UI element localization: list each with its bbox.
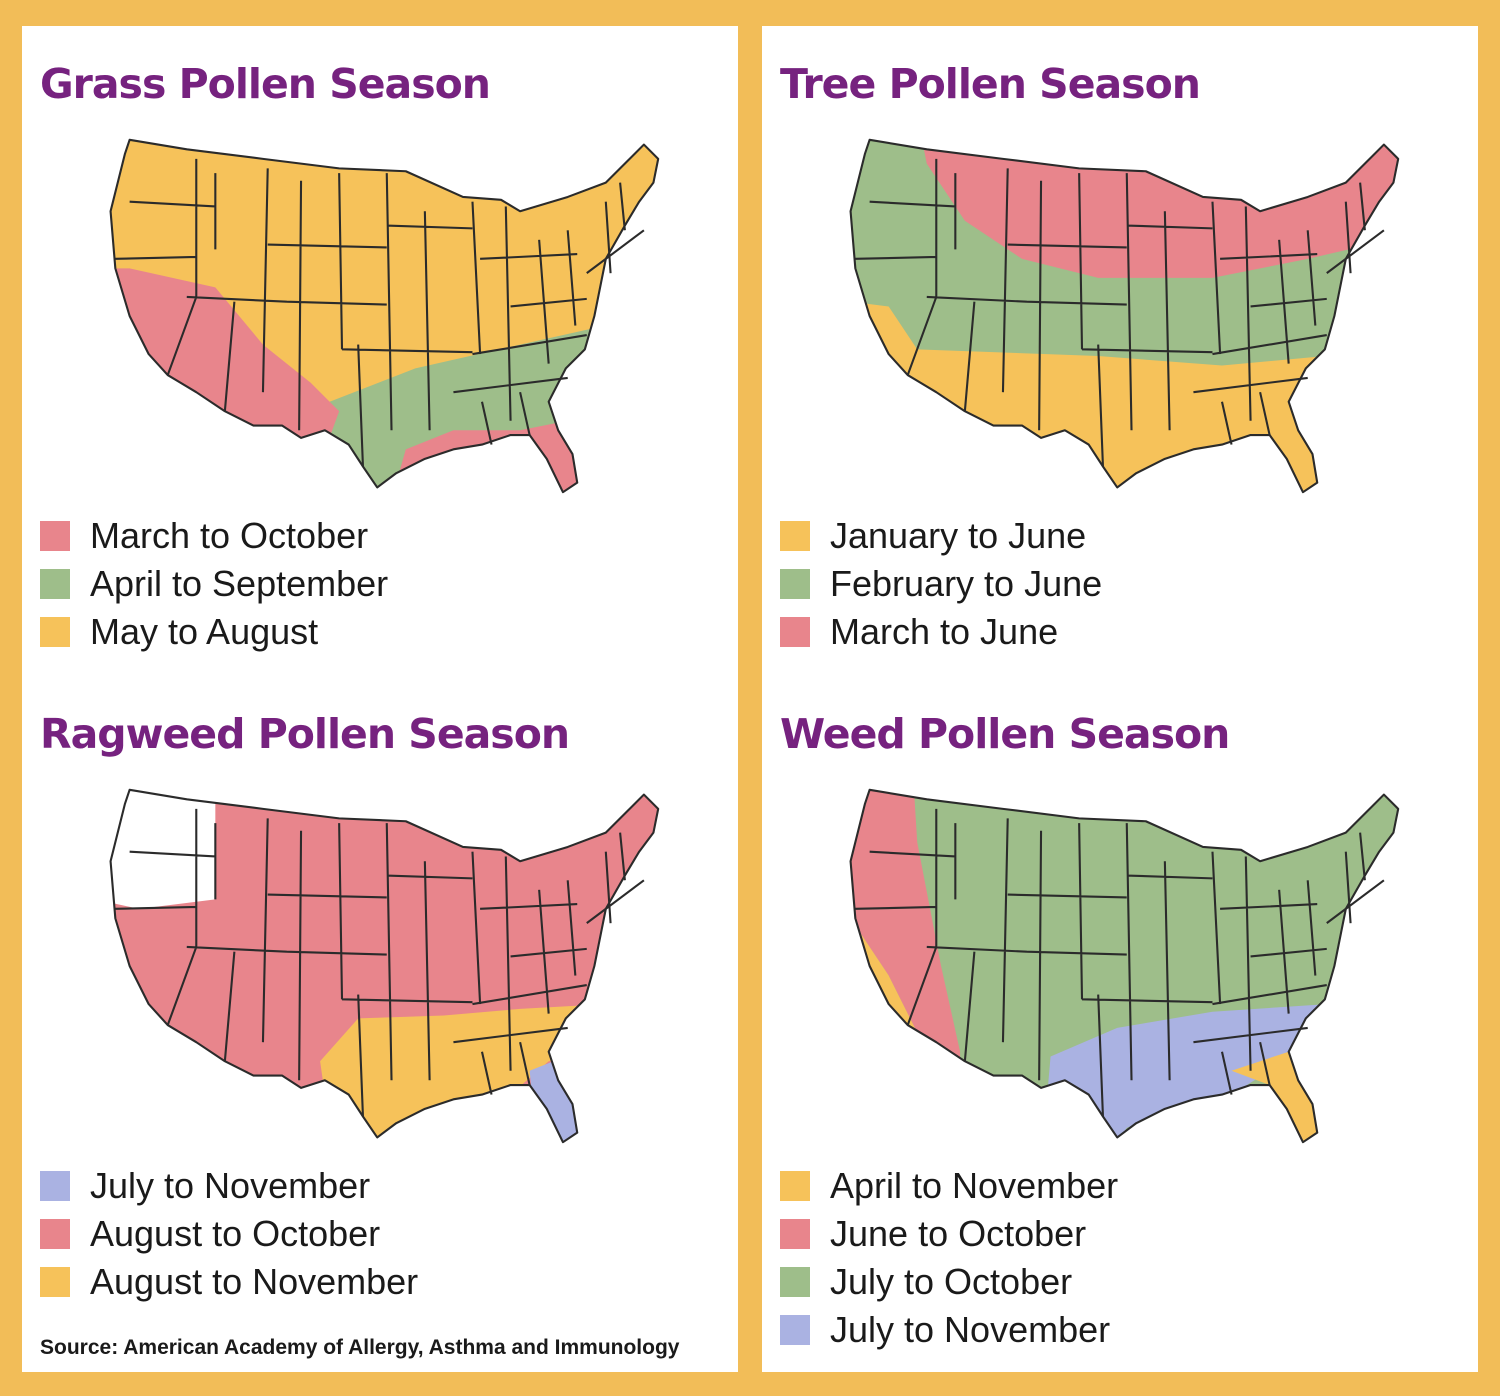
left-panel: Grass Pollen Season March to October Apr… [22,26,738,1372]
legend-label: January to June [830,515,1087,556]
legend-swatch [780,1219,810,1249]
legend-item: January to June [780,512,1102,560]
legend-swatch [780,1171,810,1201]
legend-swatch [40,521,70,551]
legend-swatch [40,617,70,647]
legend-swatch [780,1267,810,1297]
legend-item: April to September [40,560,388,608]
legend-swatch [780,1315,810,1345]
legend-label: July to October [830,1261,1073,1302]
legend-swatch [40,1219,70,1249]
legend-item: May to August [40,608,388,656]
region-july-to-november [1041,1004,1346,1143]
legend-item: July to October [780,1258,1118,1306]
legend: March to October April to September May … [40,512,388,656]
map-title: Tree Pollen Season [780,60,1201,108]
legend-label: March to October [90,515,369,556]
legend-label: May to August [90,611,319,652]
legend-label: April to November [830,1165,1119,1206]
region-no-season [110,789,216,909]
legend: July to November August to October Augus… [40,1162,418,1306]
legend-item: March to June [780,608,1102,656]
ragweed-pollen-section: Ragweed Pollen Season July to November A… [22,676,738,1372]
legend-label: July to November [830,1309,1111,1350]
legend-label: June to October [830,1213,1087,1254]
legend-swatch [40,569,70,599]
legend-swatch [780,617,810,647]
weed-pollen-map [812,766,1432,1166]
grass-pollen-section: Grass Pollen Season March to October Apr… [22,26,738,676]
legend-label: August to November [90,1261,419,1302]
legend-item: August to October [40,1210,418,1258]
legend: April to November June to October July t… [780,1162,1118,1354]
legend-label: March to June [830,611,1059,652]
legend-item: June to October [780,1210,1118,1258]
legend-label: April to September [90,563,389,604]
legend-item: February to June [780,560,1102,608]
grass-pollen-map [72,116,692,516]
legend-swatch [40,1171,70,1201]
ragweed-pollen-map [72,766,692,1166]
legend-item: August to November [40,1258,418,1306]
legend-item: July to November [40,1162,418,1210]
map-title: Grass Pollen Season [40,60,491,108]
tree-pollen-section: Tree Pollen Season January to June Febru… [762,26,1478,676]
legend-label: July to November [90,1165,371,1206]
tree-pollen-map [812,116,1432,516]
weed-pollen-section: Weed Pollen Season April to November Jun… [762,676,1478,1372]
legend-swatch [780,569,810,599]
legend-label: February to June [830,563,1103,604]
legend-swatch [780,521,810,551]
map-title: Weed Pollen Season [780,710,1230,758]
legend-item: July to November [780,1306,1118,1354]
right-panel: Tree Pollen Season January to June Febru… [762,26,1478,1372]
legend-swatch [40,1267,70,1297]
legend-item: April to November [780,1162,1118,1210]
legend-label: August to October [90,1213,381,1254]
region-june-to-october [850,789,961,1095]
legend: January to June February to June March t… [780,512,1102,656]
region-july-to-november [529,1051,606,1143]
map-title: Ragweed Pollen Season [40,710,570,758]
source-credit: Source: American Academy of Allergy, Ast… [40,1336,680,1359]
legend-item: March to October [40,512,388,560]
